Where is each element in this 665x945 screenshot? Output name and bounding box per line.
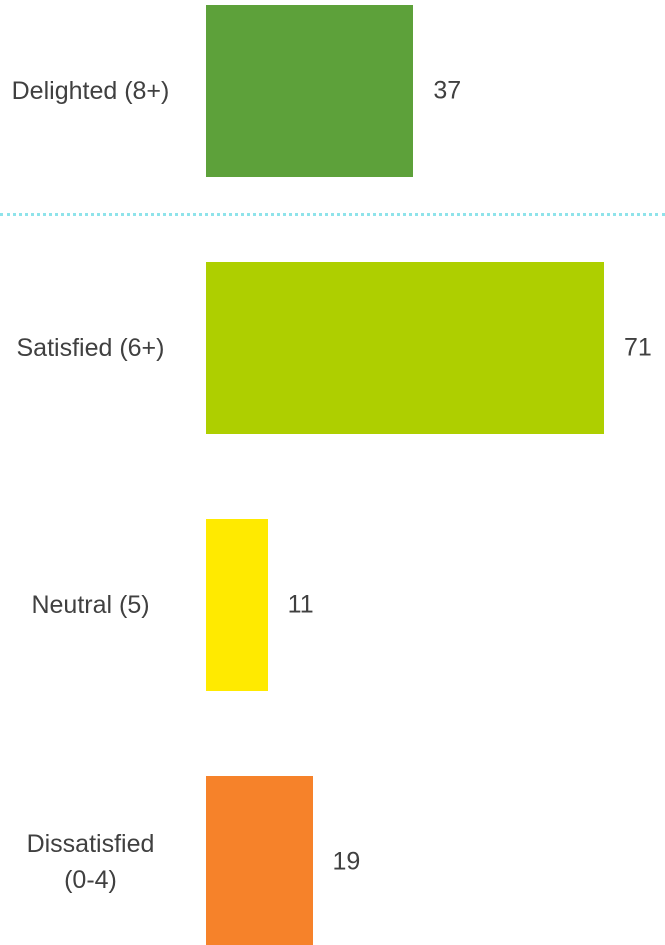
category-label: Delighted (8+) (11, 77, 170, 105)
separator (0, 213, 665, 216)
category-label: Dissatisfied (0-4) (26, 830, 155, 894)
category-label: Satisfied (6+) (16, 334, 165, 362)
value-label: 37 (433, 76, 462, 105)
value-label: 11 (287, 590, 314, 619)
bar (206, 5, 414, 177)
bar (206, 519, 268, 691)
bar (206, 262, 604, 434)
value-label: 71 (624, 333, 652, 362)
bar (206, 776, 313, 945)
category-label: Neutral (5) (31, 591, 150, 619)
value-label: 19 (332, 847, 361, 876)
